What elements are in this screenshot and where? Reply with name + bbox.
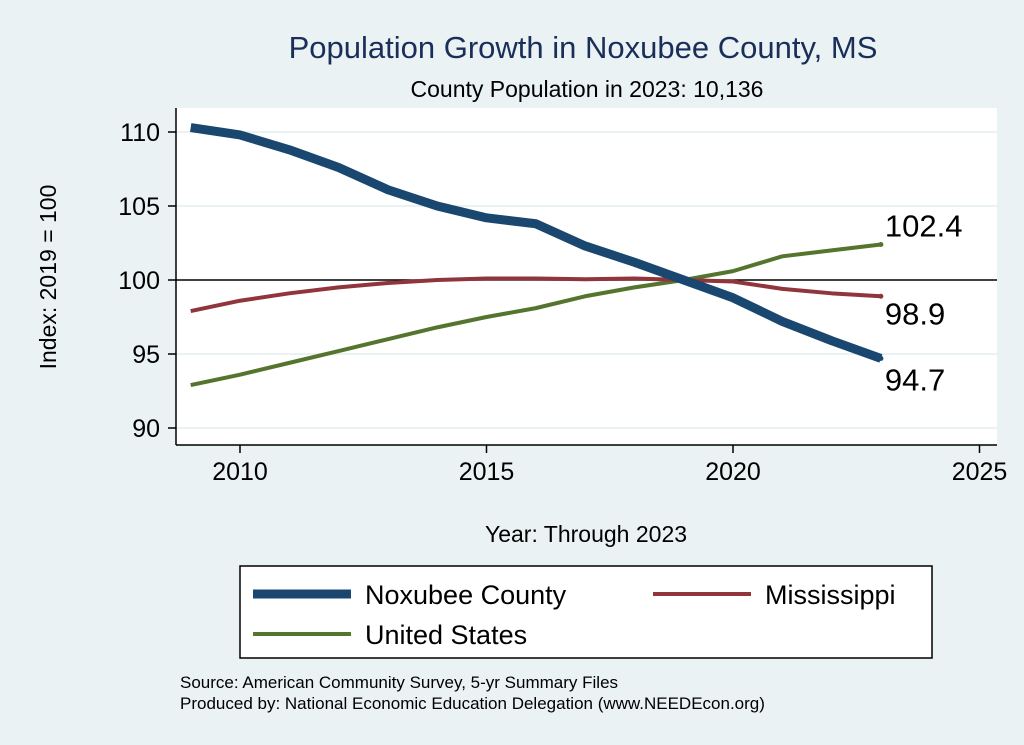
- x-tick-label: 2015: [459, 458, 515, 486]
- x-tick-label: 2025: [952, 458, 1008, 486]
- y-tick-label: 110: [120, 119, 160, 147]
- end-point-marker: [878, 241, 884, 247]
- y-tick-label: 100: [118, 267, 160, 295]
- end-value-label: 98.9: [885, 296, 945, 331]
- y-tick-label: 95: [132, 341, 160, 369]
- y-axis-label: Index: 2019 = 100: [35, 185, 61, 370]
- end-value-label: 102.4: [885, 208, 963, 243]
- legend-box: [239, 565, 933, 659]
- x-tick-label: 2020: [705, 458, 761, 486]
- legend-label: Noxubee County: [365, 580, 567, 610]
- y-tick-label: 90: [132, 415, 160, 443]
- end-point-marker: [878, 293, 884, 299]
- legend: Noxubee County Mississippi United States: [239, 565, 933, 659]
- chart-subtitle: County Population in 2023: 10,136: [411, 76, 764, 102]
- legend-label: United States: [365, 620, 527, 650]
- producer-note: Produced by: National Economic Education…: [180, 694, 765, 713]
- x-tick-label: 2010: [212, 458, 268, 486]
- end-value-label: 94.7: [885, 362, 945, 397]
- end-point-marker: [878, 355, 884, 361]
- y-tick-label: 105: [118, 193, 160, 221]
- plot-area: [176, 108, 997, 445]
- series-line-noxubee-county: [190, 123, 883, 363]
- series-line-united-states: [190, 242, 882, 388]
- source-note: Source: American Community Survey, 5-yr …: [180, 673, 618, 692]
- x-axis-label: Year: Through 2023: [485, 521, 687, 547]
- chart-title: Population Growth in Noxubee County, MS: [289, 30, 878, 65]
- series-line-mississippi: [190, 276, 882, 314]
- legend-label: Mississippi: [765, 580, 896, 610]
